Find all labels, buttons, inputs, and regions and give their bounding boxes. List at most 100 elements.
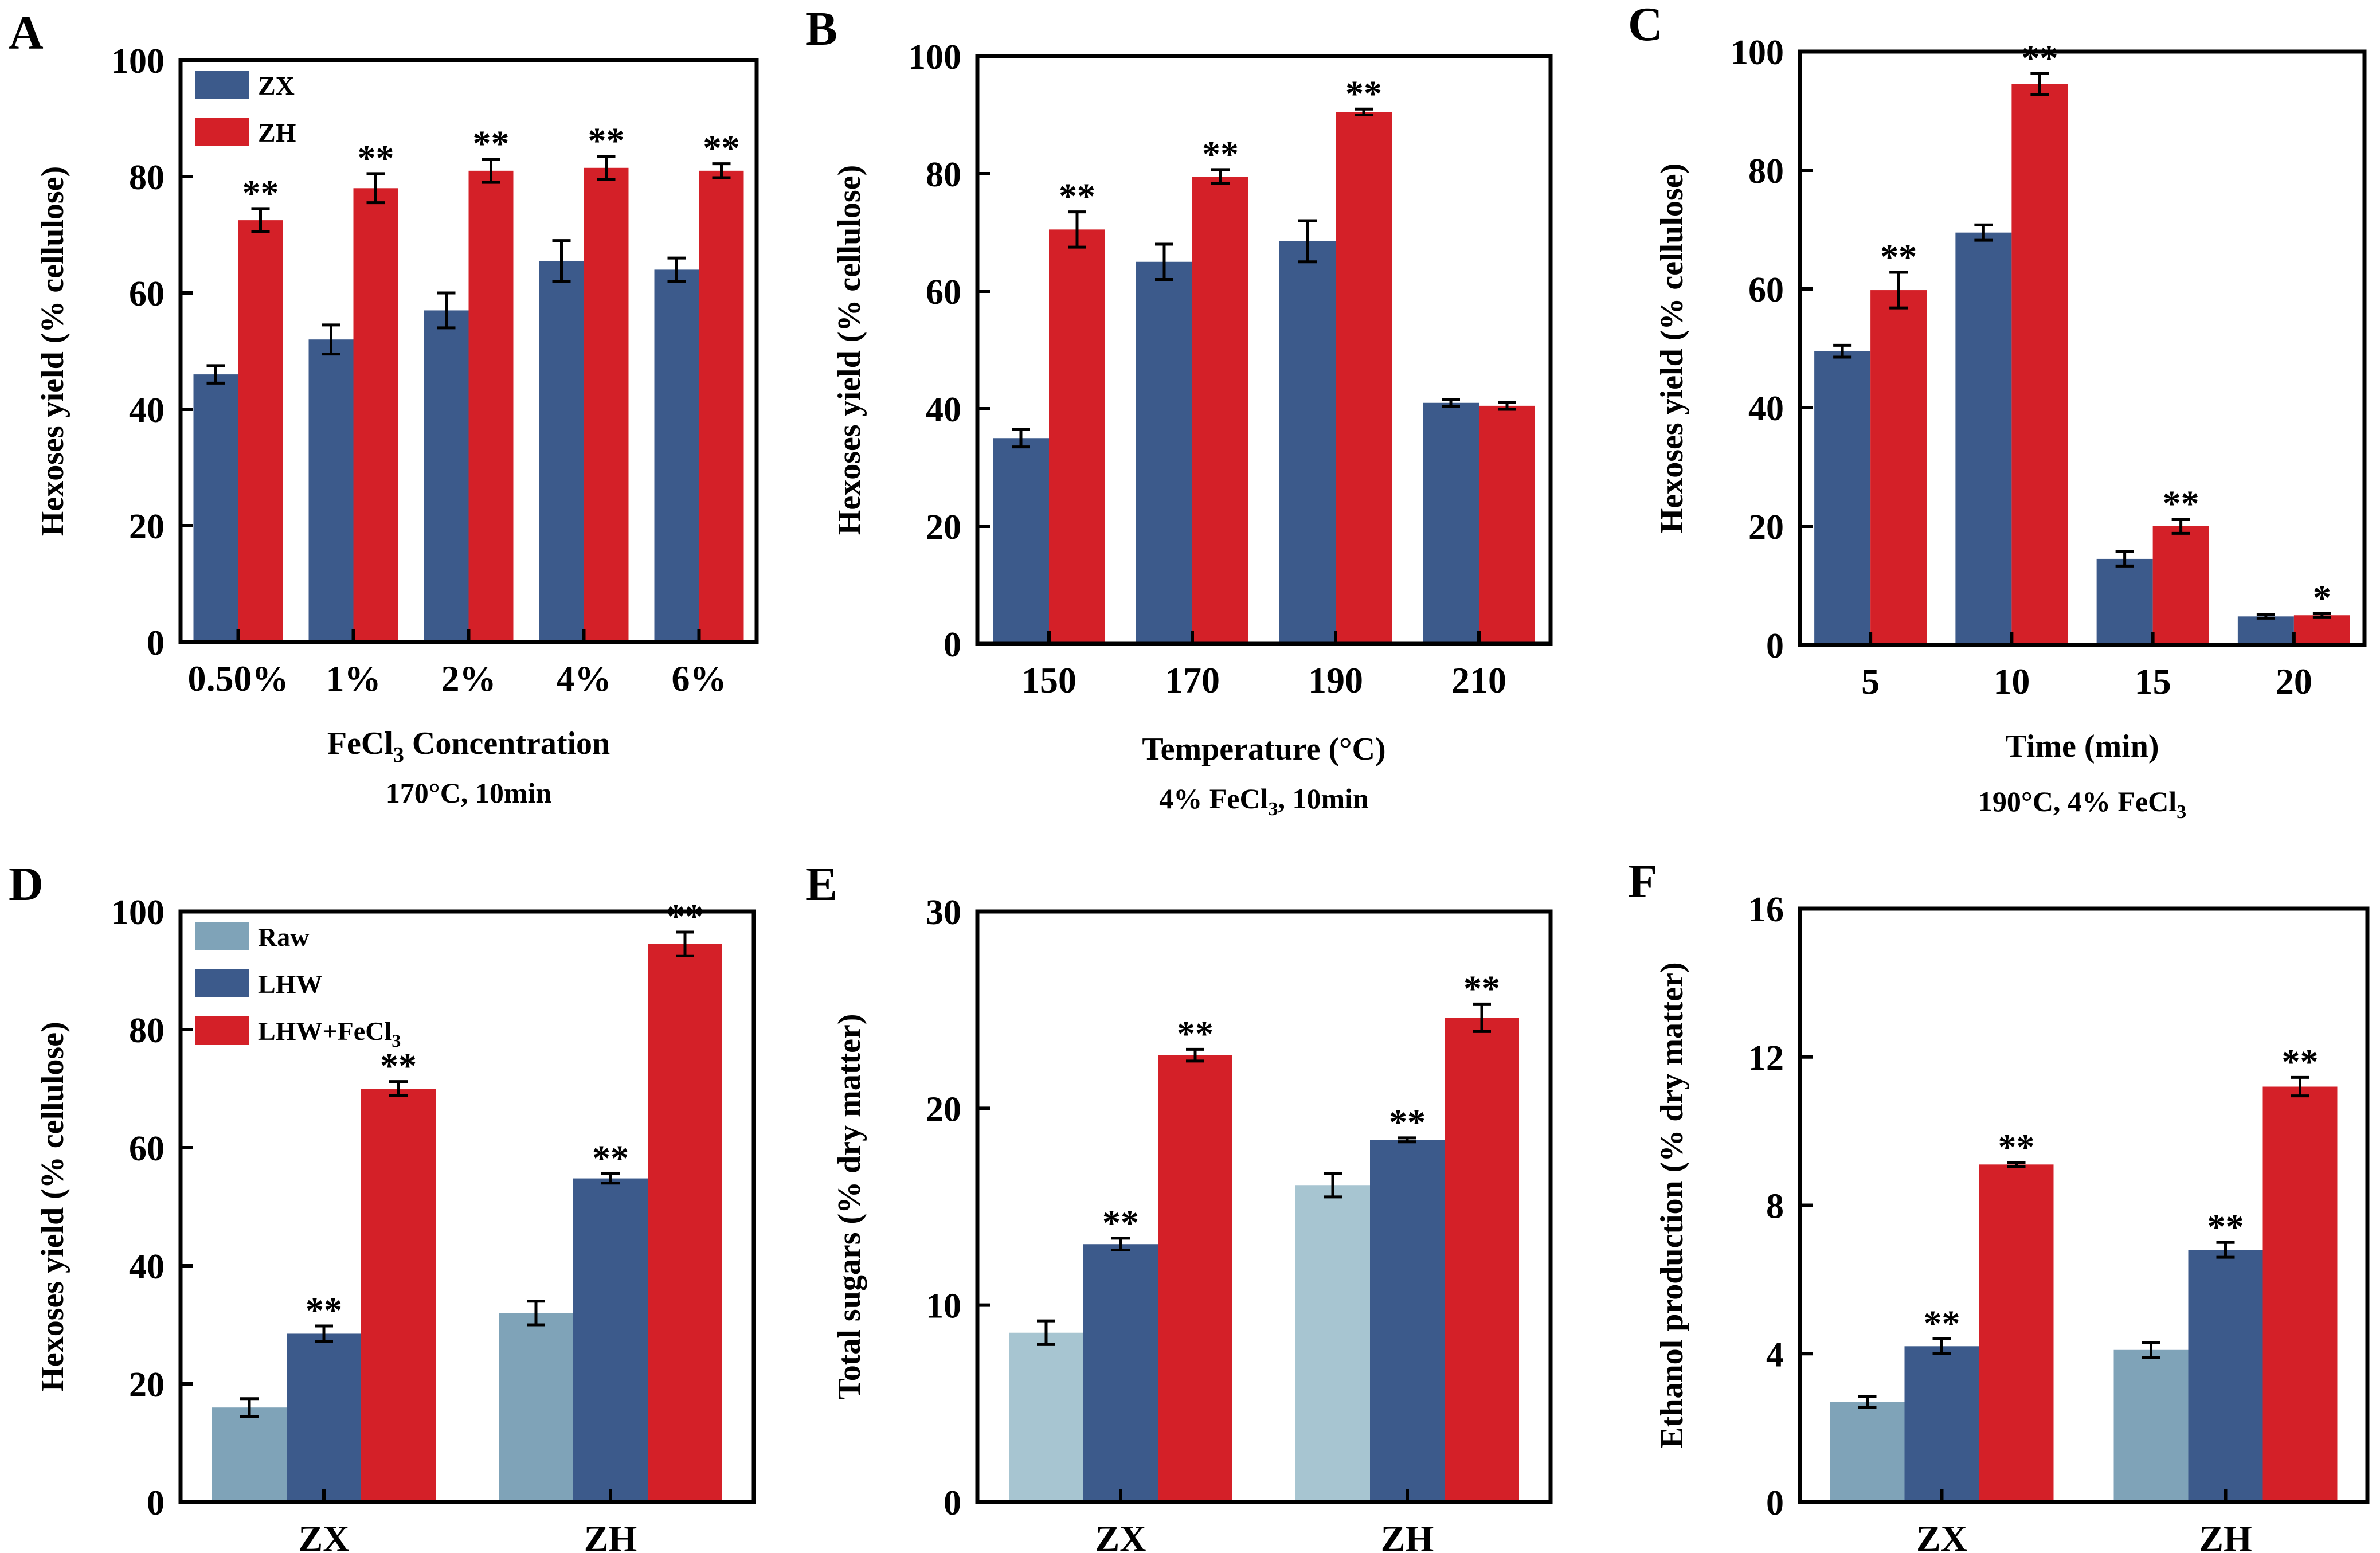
legend-label: LHW+FeCl3 [258, 1016, 401, 1051]
significance-mark: ** [588, 120, 625, 161]
panel-c: C 0 20 40 60 80 100 Hexoses yield (% cellulose)… [1628, 0, 2367, 823]
x-tick-label: 1% [326, 658, 381, 699]
y-tick-label: 16 [1748, 890, 1784, 929]
bar-zx-210 [1423, 402, 1479, 644]
bar-zx-1% [308, 339, 354, 642]
bar-zx-15 [2096, 558, 2153, 645]
bar-lhw-fecl3-ZX [1979, 1164, 2054, 1502]
bar-lhw-fecl3-ZX [1158, 1055, 1232, 1502]
significance-mark: ** [473, 123, 510, 164]
x-axis-label: Time (min) [2005, 729, 2159, 764]
y-axis-label: Hexoses yield (% cellulose) [832, 165, 867, 535]
significance-mark: ** [703, 128, 740, 169]
x-tick-label: ZX [1916, 1518, 1967, 1553]
panel-letter: D [9, 858, 44, 911]
panel-letter: A [9, 6, 44, 60]
y-tick-label: 20 [1748, 508, 1784, 547]
y-axis-label: Ethanol production (% dry matter) [1654, 962, 1690, 1448]
panel-d: D 0 20 40 60 80 100 Hexoses yield (% cellulose)… [9, 858, 756, 1553]
bar-zh-4% [584, 167, 629, 642]
bar-zx-170 [1136, 261, 1192, 644]
bar-lhw-ZX [287, 1333, 361, 1502]
bar-zx-4% [539, 261, 584, 642]
bar-lhw-fecl-ZH [648, 944, 722, 1502]
x-tick-label: 0.50% [188, 658, 289, 699]
y-tick-label: 0 [1766, 1484, 1784, 1523]
significance-mark: ** [667, 896, 703, 937]
legend-swatch [195, 118, 249, 146]
x-tick-label: ZH [1381, 1518, 1434, 1553]
x-tick-label: ZX [299, 1518, 350, 1553]
bar-zx-20 [2237, 616, 2294, 645]
significance-mark: ** [1102, 1202, 1139, 1243]
bar-lhw-ZX [1904, 1346, 1979, 1502]
panel-letter: C [1628, 0, 1663, 51]
y-tick-label: 80 [129, 1011, 165, 1050]
y-tick-label: 4 [1766, 1335, 1784, 1374]
significance-mark: * [2313, 577, 2331, 618]
significance-mark: ** [2163, 483, 2199, 524]
y-tick-label: 80 [129, 158, 165, 197]
y-tick-label: 40 [926, 390, 961, 429]
plot-frame [975, 909, 1553, 1504]
y-tick-label: 0 [944, 625, 961, 664]
y-tick-label: 80 [926, 155, 961, 194]
y-tick-label: 8 [1766, 1187, 1784, 1226]
significance-mark: ** [1202, 134, 1239, 174]
panel-b: B 0 20 40 60 80 100 Hexoses yield (% cellulose)… [805, 2, 1553, 820]
significance-mark: ** [1059, 176, 1095, 217]
y-tick-label: 60 [1748, 271, 1784, 310]
bar-zh-6% [699, 170, 744, 643]
x-tick-label: 170 [1165, 660, 1220, 701]
y-tick-label: 60 [129, 275, 165, 314]
x-tick-label: ZX [1095, 1518, 1146, 1553]
significance-mark: ** [1924, 1302, 1960, 1343]
significance-mark: ** [1177, 1013, 1214, 1054]
panel-letter: B [805, 2, 837, 56]
y-axis-label: Hexoses yield (% cellulose) [1654, 163, 1690, 533]
bar-lhw-ZH [573, 1178, 648, 1502]
significance-mark: ** [2282, 1041, 2319, 1082]
y-tick-label: 20 [129, 1366, 165, 1405]
bar-raw-ZX [1830, 1402, 1905, 1502]
x-tick-label: 2% [441, 658, 496, 699]
y-tick-label: 100 [111, 893, 165, 932]
plot-frame [178, 909, 756, 1504]
bar-zh-170 [1192, 177, 1248, 644]
legend-swatch [195, 71, 249, 99]
bar-lhw-fecl3-ZH [1445, 1018, 1519, 1502]
significance-mark: ** [1463, 968, 1500, 1008]
bar-raw-ZH [499, 1313, 573, 1502]
y-tick-label: 60 [926, 273, 961, 312]
x-tick-label: ZH [2199, 1518, 2252, 1553]
bar-zh-0.50% [238, 220, 283, 642]
bar-lhw-fecl-ZX [361, 1089, 436, 1502]
y-tick-label: 40 [1748, 389, 1784, 428]
bar-zx-6% [654, 269, 699, 642]
bar-lhw-fecl3-ZH [2262, 1086, 2338, 1502]
y-tick-label: 40 [129, 1247, 165, 1286]
y-tick-label: 0 [147, 624, 165, 663]
x-axis-label: Temperature (°C) [1142, 731, 1385, 767]
bar-zh-1% [353, 188, 398, 642]
x-tick-label: 6% [672, 658, 727, 699]
y-tick-label: 0 [147, 1484, 165, 1523]
panel-a: A 0 20 40 60 80 100 Hexoses yield (% cellulose)… [9, 6, 759, 809]
significance-mark: ** [1998, 1126, 2035, 1167]
x-tick-label: 15 [2135, 661, 2171, 702]
y-axis-label: Total sugars (% dry matter) [832, 1014, 867, 1400]
plot-frame [1798, 49, 2367, 647]
bar-lhw-ZH [1370, 1140, 1445, 1502]
plot-frame [975, 54, 1553, 646]
x-tick-label: 10 [1993, 661, 2030, 702]
y-tick-label: 10 [926, 1287, 961, 1326]
y-tick-label: 0 [944, 1484, 961, 1523]
significance-mark: ** [1345, 73, 1382, 114]
legend-label: Raw [258, 922, 309, 952]
significance-mark: ** [592, 1137, 629, 1178]
bar-lhw-ZH [2188, 1250, 2263, 1502]
bar-zx-10 [1955, 232, 2012, 645]
panel-letter: E [805, 858, 837, 911]
x-tick-label: 5 [1861, 661, 1880, 702]
